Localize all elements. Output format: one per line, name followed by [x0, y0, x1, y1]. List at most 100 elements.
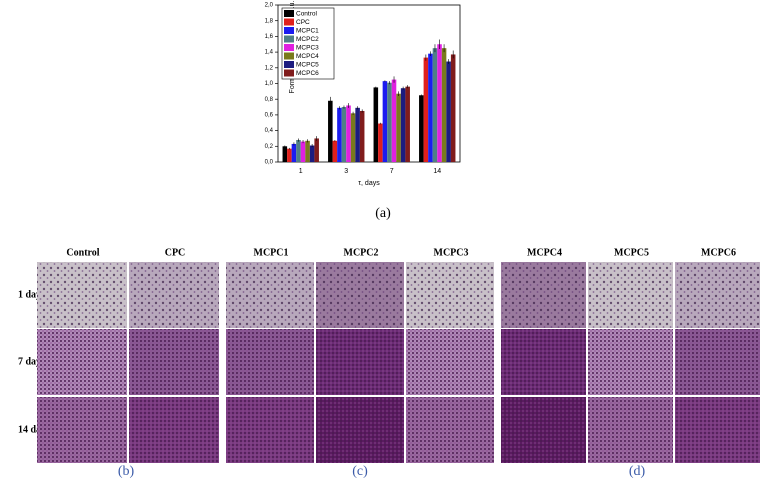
- legend-swatch: [284, 27, 294, 34]
- micrograph-texture: [129, 329, 219, 395]
- y-tick-label: 0,4: [265, 128, 274, 134]
- bar: [359, 110, 365, 162]
- legend-swatch: [284, 35, 294, 43]
- column-label: MCPC5: [614, 247, 649, 258]
- bar: [373, 87, 379, 162]
- bar: [282, 146, 288, 162]
- bar: [419, 95, 424, 162]
- x-tick-label: 1: [299, 168, 303, 175]
- micrograph-texture: [675, 397, 760, 463]
- column-label: MCPC6: [701, 247, 736, 258]
- row-label: 1 day: [18, 289, 41, 300]
- micrograph-texture: [316, 329, 404, 395]
- y-tick-label: 0,0: [265, 160, 274, 166]
- bar: [309, 145, 315, 162]
- micrograph-texture: [226, 262, 314, 328]
- legend-swatch: [284, 69, 294, 77]
- legend-label: MCPC2: [296, 36, 319, 43]
- micrograph-texture: [37, 262, 127, 328]
- bar: [441, 48, 447, 162]
- x-tick-label: 14: [433, 168, 441, 175]
- legend-label: MCPC3: [296, 45, 319, 52]
- panel-label: (a): [375, 206, 391, 221]
- bar: [314, 138, 319, 162]
- bar: [296, 140, 301, 162]
- bar: [391, 79, 397, 162]
- bar: [332, 140, 338, 162]
- legend-swatch: [284, 61, 294, 68]
- y-tick-label: 1,0: [265, 81, 274, 87]
- micrograph-texture: [316, 262, 404, 328]
- bar: [437, 44, 442, 162]
- legend-swatch: [284, 44, 294, 51]
- column-label: CPC: [165, 247, 186, 258]
- y-tick-label: 1,4: [265, 50, 274, 56]
- micrograph-texture: [37, 329, 127, 395]
- column-label: MCPC4: [527, 247, 562, 258]
- bar: [355, 107, 360, 162]
- panel-label: (c): [352, 464, 368, 479]
- y-tick-label: 0,8: [265, 97, 274, 103]
- bar: [337, 107, 342, 162]
- micrograph-texture: [406, 397, 494, 463]
- bar: [300, 141, 306, 162]
- y-tick-label: 0,2: [265, 144, 274, 150]
- legend-label: Control: [296, 11, 318, 18]
- x-axis-label: τ, days: [358, 180, 380, 187]
- bar: [378, 123, 383, 162]
- bar: [305, 140, 310, 162]
- bar: [405, 86, 410, 162]
- micrograph-texture: [588, 397, 673, 463]
- bar: [432, 48, 438, 162]
- row-label: 7 days: [18, 356, 45, 367]
- bar: [350, 113, 356, 162]
- bar: [341, 107, 347, 162]
- micrograph-texture: [501, 262, 586, 328]
- column-label: MCPC2: [344, 247, 379, 258]
- micrograph-texture: [588, 329, 673, 395]
- micrograph-texture: [226, 397, 314, 463]
- bar: [428, 53, 433, 162]
- column-label: MCPC3: [434, 247, 469, 258]
- y-tick-label: 0,6: [265, 112, 274, 118]
- y-tick-label: 1,6: [265, 34, 274, 40]
- bar: [382, 81, 388, 162]
- legend-label: CPC: [296, 19, 310, 26]
- micrograph-texture: [501, 397, 586, 463]
- row-label: 14 days: [18, 424, 50, 435]
- bar: [387, 82, 392, 162]
- micrograph-texture: [501, 329, 586, 395]
- legend-label: MCPC4: [296, 53, 319, 60]
- micrograph-texture: [129, 262, 219, 328]
- legend-label: MCPC6: [296, 70, 319, 77]
- y-tick-label: 1,2: [265, 65, 274, 71]
- micrograph-texture: [226, 329, 314, 395]
- bar: [423, 57, 429, 162]
- legend-swatch: [284, 10, 294, 17]
- micrograph-texture: [129, 397, 219, 463]
- micrograph-texture: [316, 397, 404, 463]
- micrograph-texture: [406, 262, 494, 328]
- panel-label: (d): [629, 464, 646, 479]
- legend-swatch: [284, 18, 294, 26]
- micrograph-texture: [675, 262, 760, 328]
- micrograph-texture: [37, 397, 127, 463]
- bar: [450, 54, 456, 162]
- panel-label: (b): [118, 464, 135, 479]
- micrograph-texture: [588, 262, 673, 328]
- bar: [291, 143, 297, 162]
- bar: [346, 105, 351, 162]
- x-tick-label: 7: [390, 168, 394, 175]
- column-label: MCPC1: [254, 247, 289, 258]
- y-tick-label: 2,0: [265, 3, 274, 9]
- x-tick-label: 3: [344, 168, 348, 175]
- y-tick-label: 1,8: [265, 18, 274, 24]
- micrograph-texture: [675, 329, 760, 395]
- legend-swatch: [284, 52, 294, 60]
- legend-label: MCPC1: [296, 28, 319, 35]
- column-label: Control: [66, 247, 99, 258]
- bar: [400, 88, 406, 162]
- micrograph-texture: [406, 329, 494, 395]
- bar: [328, 100, 333, 162]
